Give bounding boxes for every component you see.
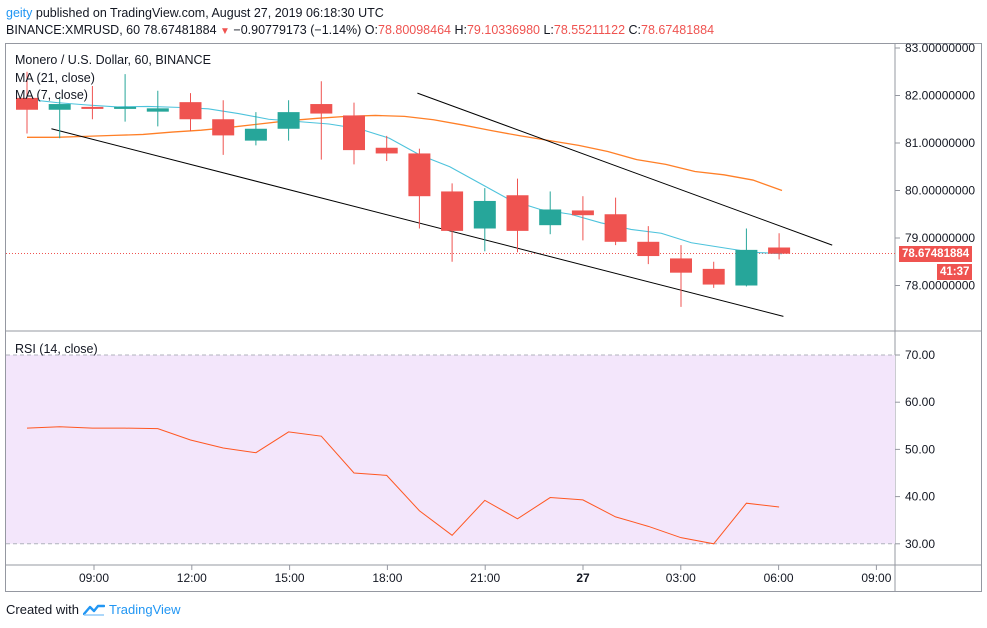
- ma21-line: [27, 114, 783, 192]
- candle-body[interactable]: [16, 97, 38, 110]
- ma7-line: [26, 98, 783, 255]
- ma21-legend[interactable]: MA (21, close): [15, 71, 95, 85]
- price-tick-label: 81.00000000: [905, 136, 975, 150]
- candle-body[interactable]: [670, 258, 692, 273]
- tradingview-brand[interactable]: TradingView: [108, 602, 181, 617]
- rsi-tick-label: 30.00: [905, 537, 935, 551]
- time-tick-label: 03:00: [666, 571, 696, 585]
- price-change: −0.90779173 (−1.14%): [233, 23, 362, 37]
- open-value: 78.80098464: [378, 23, 451, 37]
- rsi-legend[interactable]: RSI (14, close): [15, 342, 98, 356]
- symbol-label: BINANCE:XMRUSD, 60: [6, 23, 141, 37]
- tradingview-logo-icon: [82, 604, 105, 616]
- created-with-label: Created with: [6, 602, 79, 617]
- candle-body[interactable]: [571, 210, 594, 216]
- rsi-tick-label: 40.00: [905, 490, 935, 504]
- chart-frame: [5, 43, 982, 592]
- candle-body[interactable]: [114, 106, 137, 109]
- publish-info: published on TradingView.com, August 27,…: [32, 6, 384, 20]
- footer: Created with TradingView: [6, 602, 181, 617]
- high-label: H:: [454, 23, 467, 37]
- last-price: 78.67481884: [143, 23, 217, 37]
- publish-header: geity published on TradingView.com, Augu…: [6, 5, 384, 22]
- time-tick-label: 15:00: [275, 571, 305, 585]
- time-tick-label: 27: [576, 571, 590, 585]
- publisher-username[interactable]: geity: [6, 6, 33, 20]
- candle-body[interactable]: [179, 102, 202, 120]
- price-tick-label: 79.00000000: [905, 231, 975, 245]
- candle-body[interactable]: [81, 106, 104, 109]
- last-price-tag: 78.67481884: [899, 246, 973, 262]
- candle-body[interactable]: [277, 112, 300, 129]
- time-tick-label: 12:00: [177, 571, 207, 585]
- high-value: 79.10336980: [466, 23, 540, 37]
- price-tick-label: 80.00000000: [905, 184, 975, 198]
- candle-body[interactable]: [735, 249, 758, 286]
- candle-body[interactable]: [244, 128, 267, 141]
- candle-body[interactable]: [48, 104, 71, 110]
- ma7-legend[interactable]: MA (7, close): [15, 88, 88, 102]
- price-tick-label: 83.00000000: [905, 41, 975, 55]
- chart-title: Monero / U.S. Dollar, 60, BINANCE: [15, 53, 211, 67]
- candle-body[interactable]: [506, 195, 529, 231]
- candle-body[interactable]: [441, 191, 464, 231]
- low-value: 78.55211122: [553, 23, 626, 37]
- bar-countdown-tag: 41:37: [937, 264, 973, 280]
- price-tick-label: 78.00000000: [905, 279, 975, 293]
- candle-body[interactable]: [637, 241, 660, 257]
- candle-body[interactable]: [768, 247, 791, 254]
- down-arrow-icon: ▼: [220, 26, 230, 37]
- rsi-tick-label: 70.00: [905, 348, 935, 362]
- rsi-line: [26, 426, 780, 545]
- candle-body[interactable]: [473, 200, 496, 229]
- channel-lower-line[interactable]: [51, 128, 784, 317]
- open-label: O:: [364, 23, 378, 37]
- candle-body[interactable]: [146, 108, 169, 112]
- close-value: 78.67481884: [641, 23, 715, 37]
- channel-upper-line[interactable]: [417, 92, 833, 246]
- time-tick-label: 18:00: [372, 571, 402, 585]
- candle-body[interactable]: [375, 147, 398, 154]
- candle-body[interactable]: [310, 104, 333, 114]
- rsi-band: [6, 355, 895, 544]
- close-label: C:: [628, 23, 642, 37]
- time-tick-label: 21:00: [470, 571, 500, 585]
- time-tick-label: 09:00: [79, 571, 109, 585]
- rsi-tick-label: 60.00: [905, 395, 935, 409]
- low-label: L:: [543, 23, 554, 37]
- time-tick-label: 06:00: [764, 571, 794, 585]
- rsi-tick-label: 50.00: [905, 442, 935, 456]
- candle-body[interactable]: [539, 209, 562, 226]
- candle-body[interactable]: [702, 268, 725, 285]
- price-tick-label: 82.00000000: [905, 89, 975, 103]
- candle-body[interactable]: [604, 214, 627, 242]
- time-tick-label: 09:00: [861, 571, 891, 585]
- candle-body[interactable]: [343, 115, 365, 151]
- candle-body[interactable]: [408, 153, 431, 197]
- ohlc-bar: BINANCE:XMRUSD, 60 78.67481884 ▼ −0.9077…: [6, 22, 714, 40]
- candle-body[interactable]: [212, 119, 235, 136]
